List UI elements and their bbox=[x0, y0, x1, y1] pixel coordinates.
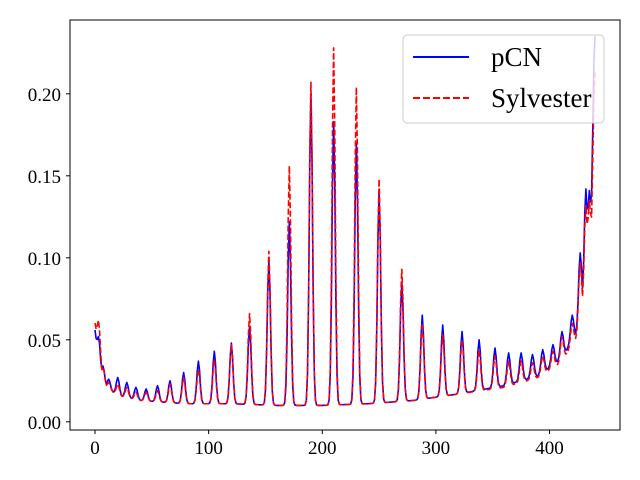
axes bbox=[69, 19, 621, 431]
y-tick-label: 0.15 bbox=[28, 167, 61, 188]
y-tick-label: 0.10 bbox=[28, 249, 61, 270]
legend-label-pcn: pCN bbox=[491, 42, 542, 72]
plot-area bbox=[94, 36, 596, 407]
x-tick-label: 0 bbox=[90, 438, 100, 459]
y-tick-label: 0.00 bbox=[28, 413, 61, 434]
y-tick-label: 0.05 bbox=[28, 331, 61, 352]
legend-label-sylvester: Sylvester bbox=[491, 83, 592, 113]
legend: pCN Sylvester bbox=[402, 34, 605, 124]
series-line-sylvester bbox=[94, 47, 596, 407]
x-tick-label: 100 bbox=[194, 438, 223, 459]
y-tick-label: 0.20 bbox=[28, 85, 61, 106]
x-tick-label: 200 bbox=[308, 438, 337, 459]
x-tick-label: 300 bbox=[422, 438, 451, 459]
x-tick-label: 400 bbox=[535, 438, 564, 459]
tick-marks: 0 100 200 300 400 0.00 0.05 0.10 0.15 0.20 bbox=[28, 85, 564, 459]
axes-frame bbox=[69, 19, 621, 431]
